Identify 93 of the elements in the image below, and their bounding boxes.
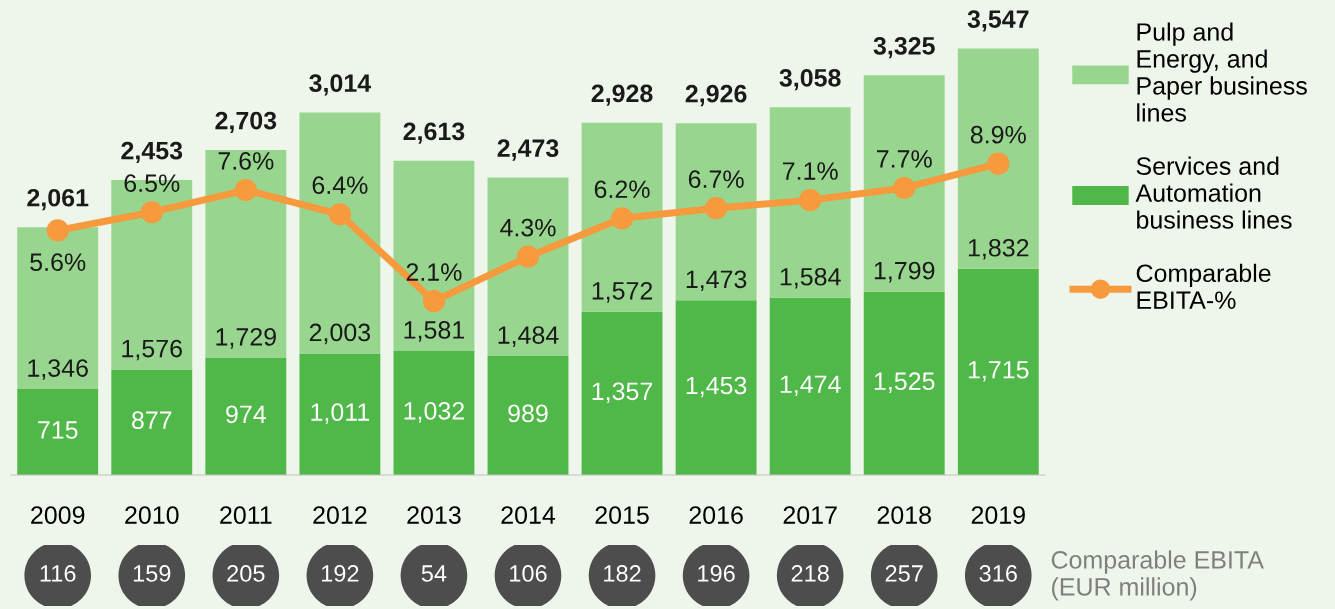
data-label: 2,003 xyxy=(309,323,371,345)
data-label: 257 xyxy=(885,565,923,582)
data-label: 1,474 xyxy=(780,375,841,397)
bar xyxy=(111,369,193,476)
data-label: 6.5% xyxy=(124,174,180,193)
total-label: 3,325 xyxy=(873,37,935,59)
data-label: 6.2% xyxy=(594,180,650,199)
data-label: 1,584 xyxy=(780,267,841,289)
data-label: 715 xyxy=(38,421,78,439)
data-label: 1,357 xyxy=(592,382,653,404)
bar xyxy=(863,291,945,476)
data-label: 1,576 xyxy=(122,339,182,361)
data-label: 1,572 xyxy=(592,281,653,303)
data-label: 192 xyxy=(321,565,359,582)
data-label: 6.7% xyxy=(688,170,744,188)
data-label: 1,715 xyxy=(968,361,1029,382)
bar xyxy=(17,389,99,476)
data-label: 7.1% xyxy=(782,162,838,180)
point xyxy=(140,201,163,224)
bar xyxy=(675,300,757,476)
data-label: 6.4% xyxy=(312,176,368,195)
x-tick-label: 2014 xyxy=(501,506,556,524)
point xyxy=(893,176,916,200)
data-label: 316 xyxy=(979,565,1017,582)
total-label: 3,014 xyxy=(309,74,372,96)
x-tick-label: 2010 xyxy=(125,506,179,524)
legend-label: Pulp and Energy, and Paper business lines xyxy=(1137,22,1307,122)
data-label: 5.6% xyxy=(30,253,86,272)
x-tick-label: 2012 xyxy=(313,506,367,524)
data-label: 106 xyxy=(510,565,547,582)
data-label: 205 xyxy=(227,565,265,582)
data-label: 1,473 xyxy=(686,270,747,292)
data-label: 196 xyxy=(698,565,735,582)
text: Comparable EBITA (EUR million) xyxy=(1051,550,1264,601)
data-label: 8.9% xyxy=(970,125,1026,144)
point xyxy=(422,290,446,313)
data-label: 54 xyxy=(421,565,447,582)
legend-label: Services and Automation business lines xyxy=(1135,156,1292,229)
bar xyxy=(487,356,569,476)
total-label: 2,473 xyxy=(497,139,559,161)
bar xyxy=(299,353,381,476)
data-label: 182 xyxy=(604,565,641,582)
total-label: 2,928 xyxy=(591,84,653,106)
legend-label: Comparable EBITA-% xyxy=(1136,263,1271,309)
data-label: 1,581 xyxy=(404,321,464,342)
data-label: 4.3% xyxy=(500,218,556,237)
data-label: 218 xyxy=(791,565,829,582)
data-label: 159 xyxy=(133,565,171,582)
x-tick-label: 2019 xyxy=(971,506,1025,524)
data-label: 974 xyxy=(226,405,266,424)
total-label: 3,547 xyxy=(967,10,1029,32)
data-label: 1,032 xyxy=(404,401,464,423)
total-label: 3,058 xyxy=(779,68,841,91)
point xyxy=(799,189,822,212)
point xyxy=(46,219,69,242)
total-label: 2,926 xyxy=(685,84,747,107)
data-label: 2.1% xyxy=(406,263,462,281)
x-tick-label: 2016 xyxy=(689,506,743,524)
data-label: 1,346 xyxy=(28,359,88,380)
data-label: 1,799 xyxy=(874,261,935,283)
bar xyxy=(393,350,475,476)
data-label: 1,453 xyxy=(686,376,747,398)
x-tick-label: 2017 xyxy=(783,506,837,524)
x-tick-label: 2015 xyxy=(595,506,649,524)
data-label: 1,525 xyxy=(874,372,935,393)
bar xyxy=(769,297,851,476)
point xyxy=(516,245,540,268)
data-label: 116 xyxy=(40,565,76,582)
point xyxy=(234,178,257,202)
x-tick-label: 2018 xyxy=(877,506,931,524)
bar xyxy=(581,311,663,476)
data-label: 1,484 xyxy=(498,326,559,347)
data-label: 1,729 xyxy=(216,328,276,349)
data-label: 1,832 xyxy=(968,238,1029,260)
point xyxy=(610,207,634,230)
x-tick-label: 2013 xyxy=(407,506,461,524)
data-label: 877 xyxy=(132,411,172,429)
data-label: 7.7% xyxy=(877,150,932,168)
bar xyxy=(957,48,1039,269)
point xyxy=(328,203,351,226)
x-tick-label: 2009 xyxy=(31,506,85,524)
total-label: 2,061 xyxy=(27,188,89,211)
data-label: 1,011 xyxy=(311,403,370,424)
bar xyxy=(205,357,287,476)
data-label: 7.6% xyxy=(218,152,274,170)
total-label: 2,703 xyxy=(215,111,277,134)
x-tick-label: 2011 xyxy=(220,506,272,524)
total-label: 2,453 xyxy=(121,141,183,164)
point xyxy=(987,152,1010,175)
point xyxy=(704,197,728,220)
data-label: 989 xyxy=(508,404,548,423)
bar xyxy=(957,268,1039,476)
total-label: 2,613 xyxy=(403,122,465,144)
